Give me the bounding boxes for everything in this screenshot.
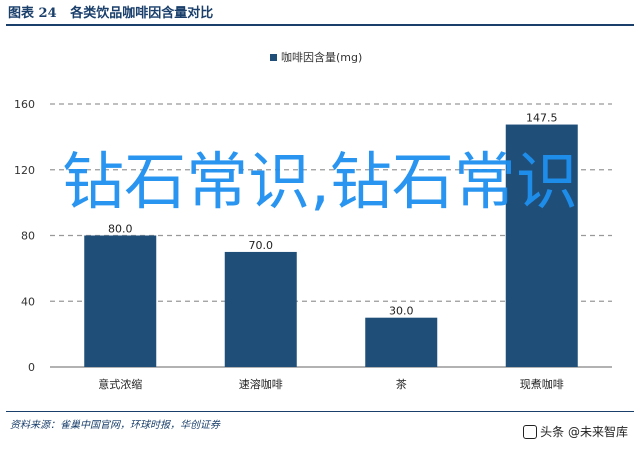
x-tick-label: 现煮咖啡: [520, 377, 564, 391]
legend-swatch: [270, 53, 277, 61]
y-tick-label: 40: [21, 295, 35, 308]
figure-title: 图表 24 各类饮品咖啡因含量对比: [8, 6, 214, 21]
bar: [365, 317, 438, 367]
data-label: 30.0: [389, 305, 414, 318]
bar: [505, 124, 578, 367]
legend-label: 咖啡因含量(mg): [281, 51, 363, 64]
source-note: 资料来源：雀巢中国官网，环球时报，华创证券: [10, 420, 220, 431]
x-tick-label: 意式浓缩: [98, 377, 142, 391]
data-label: 80.0: [108, 223, 133, 236]
watermark-overlay: 钻石常识,钻石常识: [62, 145, 578, 218]
x-tick-label: 茶: [396, 378, 407, 391]
y-tick-label: 80: [21, 230, 35, 243]
data-label: 70.0: [249, 239, 274, 252]
x-tick-label: 速溶咖啡: [239, 377, 283, 391]
toutiao-icon: [523, 424, 538, 439]
header-rule: [6, 24, 634, 26]
data-label: 147.5: [526, 112, 558, 125]
bar: [84, 235, 157, 367]
brand-watermark: 头条 @未来智库: [523, 423, 628, 440]
brand-label: 头条 @未来智库: [540, 425, 628, 439]
bar: [224, 251, 297, 367]
y-tick-label: 0: [28, 361, 35, 374]
footer-rule: [6, 411, 634, 412]
y-tick-label: 120: [14, 164, 35, 177]
y-tick-label: 160: [14, 98, 35, 111]
chart-legend: 咖啡因含量(mg): [270, 49, 362, 65]
figure-header: 图表 24 各类饮品咖啡因含量对比: [0, 0, 640, 28]
